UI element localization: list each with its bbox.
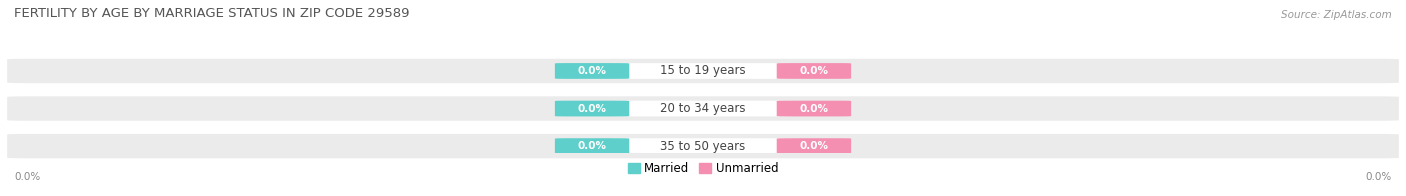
FancyBboxPatch shape: [776, 63, 851, 79]
Text: FERTILITY BY AGE BY MARRIAGE STATUS IN ZIP CODE 29589: FERTILITY BY AGE BY MARRIAGE STATUS IN Z…: [14, 7, 409, 20]
FancyBboxPatch shape: [7, 134, 1399, 158]
Text: 0.0%: 0.0%: [14, 172, 41, 182]
FancyBboxPatch shape: [7, 59, 1399, 83]
FancyBboxPatch shape: [7, 96, 1399, 121]
FancyBboxPatch shape: [555, 101, 630, 116]
Text: 0.0%: 0.0%: [578, 66, 606, 76]
FancyBboxPatch shape: [776, 138, 851, 154]
FancyBboxPatch shape: [613, 138, 793, 154]
FancyBboxPatch shape: [613, 101, 793, 116]
Text: Source: ZipAtlas.com: Source: ZipAtlas.com: [1281, 10, 1392, 20]
Text: 15 to 19 years: 15 to 19 years: [661, 64, 745, 77]
Legend: Married, Unmarried: Married, Unmarried: [623, 157, 783, 180]
FancyBboxPatch shape: [776, 101, 851, 116]
Text: 20 to 34 years: 20 to 34 years: [661, 102, 745, 115]
Text: 0.0%: 0.0%: [800, 141, 828, 151]
FancyBboxPatch shape: [555, 138, 630, 154]
Text: 0.0%: 0.0%: [578, 103, 606, 113]
Text: 0.0%: 0.0%: [800, 103, 828, 113]
FancyBboxPatch shape: [613, 63, 793, 79]
Text: 0.0%: 0.0%: [1365, 172, 1392, 182]
Text: 35 to 50 years: 35 to 50 years: [661, 140, 745, 153]
FancyBboxPatch shape: [555, 63, 630, 79]
Text: 0.0%: 0.0%: [800, 66, 828, 76]
Text: 0.0%: 0.0%: [578, 141, 606, 151]
